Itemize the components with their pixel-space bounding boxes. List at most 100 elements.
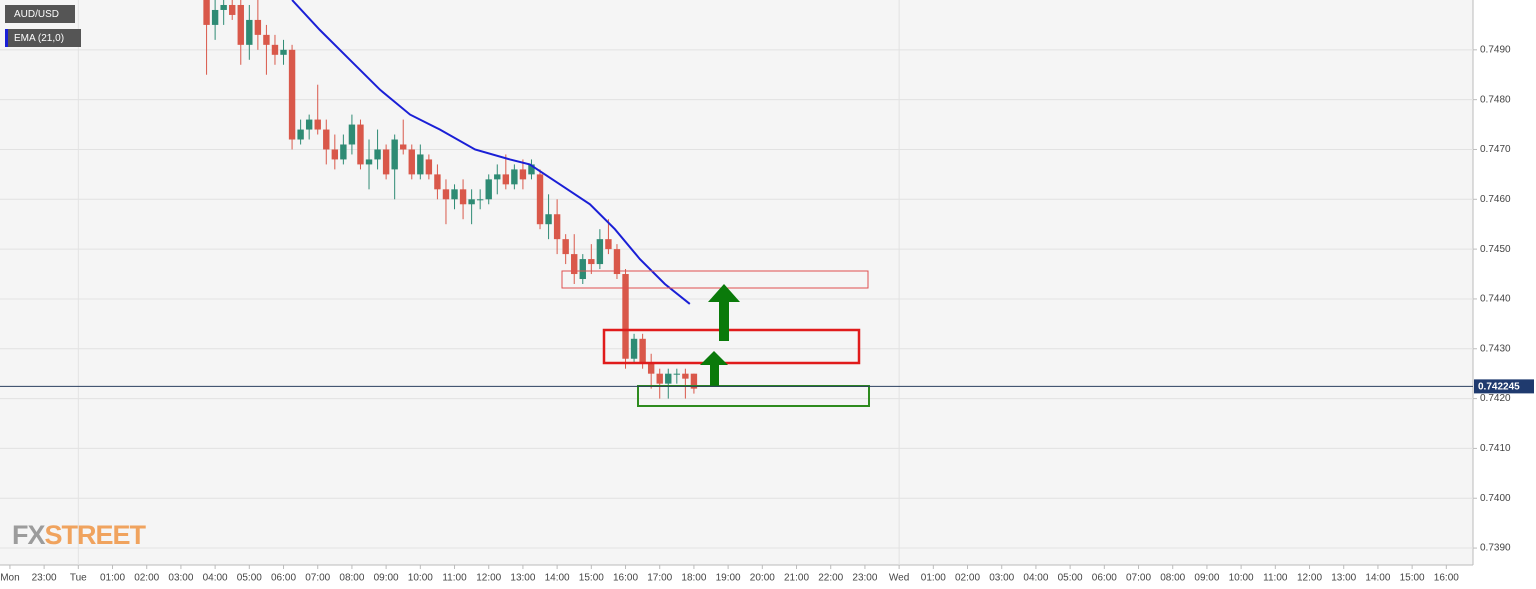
y-tick-label: 0.7410 (1480, 443, 1511, 454)
candle-body (511, 169, 518, 185)
candle-body (673, 373, 681, 375)
candle-body (331, 149, 339, 160)
candle-body (203, 0, 210, 25)
candle-body (417, 154, 424, 175)
x-tick-label: 12:00 (476, 573, 501, 584)
y-tick-label: 0.7390 (1480, 543, 1511, 554)
legend-ema: EMA (21,0) (14, 33, 64, 44)
y-tick-label: 0.7460 (1480, 194, 1511, 205)
x-tick-label: 09:00 (374, 573, 399, 584)
y-tick-label: 0.7400 (1480, 493, 1511, 504)
resistance-zone-upper (561, 270, 869, 289)
marks (203, 0, 698, 399)
candle-body (400, 144, 407, 150)
x-tick-label: 06:00 (271, 573, 296, 584)
watermark: FXSTREET (12, 520, 147, 550)
candle-body (246, 19, 253, 45)
candle-body (357, 124, 364, 165)
candle-body (297, 129, 304, 140)
candle-body (425, 159, 433, 175)
x-tick-label: 03:00 (168, 573, 193, 584)
candle-body (468, 199, 475, 205)
candle-body (271, 44, 279, 55)
ticks: 0.7390 0.7400 0.7410 0.7420 0.7430 0.7440 0.74… (0, 44, 1511, 583)
watermark-street: STREET (45, 520, 147, 550)
candle-body (630, 338, 638, 359)
x-tick-label: 12:00 (1297, 573, 1322, 584)
grid (0, 0, 1473, 565)
candle-body (254, 19, 262, 35)
x-tick-label: 05:00 (237, 573, 262, 584)
candle-body (365, 159, 373, 165)
candle-body (237, 4, 244, 45)
candle-body (545, 214, 552, 225)
y-tick-label: 0.7440 (1480, 294, 1511, 305)
candle-body (553, 214, 561, 240)
x-tick-label: 23:00 (32, 573, 57, 584)
x-tick-label: 14:00 (545, 573, 570, 584)
candle-body (374, 149, 381, 160)
x-tick-label: 11:00 (1263, 573, 1288, 584)
y-tick-label: 0.7490 (1480, 44, 1511, 55)
candle-body (562, 239, 569, 255)
x-tick-label: 02:00 (955, 573, 980, 584)
candle-body (656, 373, 663, 384)
x-tick-label: Tue (70, 573, 87, 584)
legend-box (5, 29, 81, 47)
x-tick-label: 19:00 (716, 573, 741, 584)
candle-body (442, 189, 450, 200)
x-tick-label: 08:00 (1160, 573, 1185, 584)
x-tick-label: 08:00 (339, 573, 364, 584)
candle-body (579, 259, 586, 280)
candle-body (305, 119, 313, 130)
x-tick-label: 06:00 (1092, 573, 1117, 584)
candle-body (451, 189, 458, 200)
candle-body (211, 9, 219, 25)
x-tick-label: 16:00 (1434, 573, 1459, 584)
y-tick-label: 0.7430 (1480, 343, 1511, 354)
candle-body (314, 119, 321, 130)
candle-body (476, 199, 484, 201)
candle-body (382, 149, 390, 175)
x-tick-label: Wed (889, 573, 909, 584)
arrow-up-large (708, 284, 740, 341)
ema-line (291, 0, 691, 305)
x-tick-label: 17:00 (647, 573, 672, 584)
x-tick-label: 15:00 (579, 573, 604, 584)
candle-body (263, 34, 270, 45)
x-tick-label: 20:00 (750, 573, 775, 584)
candle-body (596, 239, 604, 265)
candle-body (391, 139, 398, 170)
x-tick-label: 10:00 (1229, 573, 1254, 584)
x-tick-label: 01:00 (921, 573, 946, 584)
x-tick-label: 07:00 (1126, 573, 1151, 584)
x-tick-label: 10:00 (408, 573, 433, 584)
x-tick-label: 15:00 (1400, 573, 1425, 584)
x-tick-label: 02:00 (134, 573, 159, 584)
y-tick-label: 0.7480 (1480, 94, 1511, 105)
x-tick-label: 07:00 (305, 573, 330, 584)
candle-body (690, 373, 698, 389)
candle-body (528, 164, 535, 175)
x-tick-label: 14:00 (1365, 573, 1390, 584)
x-tick-label: 05:00 (1058, 573, 1083, 584)
candle-body (639, 338, 646, 364)
candle-body (408, 149, 415, 175)
candle-body (536, 174, 544, 225)
candle-body (588, 259, 595, 265)
candle-body (434, 174, 441, 190)
y-tick-label: 0.7450 (1480, 244, 1511, 255)
candle-body (485, 179, 492, 200)
x-tick-label: 11:00 (442, 573, 467, 584)
y-tick-label: 0.7470 (1480, 144, 1511, 155)
candle-body (280, 49, 287, 55)
legend-box (5, 5, 75, 23)
plot-area (0, 0, 1473, 565)
candle-body (622, 274, 629, 359)
x-tick-label: 18:00 (681, 573, 706, 584)
x-tick-label: Mon (0, 573, 19, 584)
x-tick-label: 13:00 (510, 573, 535, 584)
candle-body (613, 249, 621, 275)
